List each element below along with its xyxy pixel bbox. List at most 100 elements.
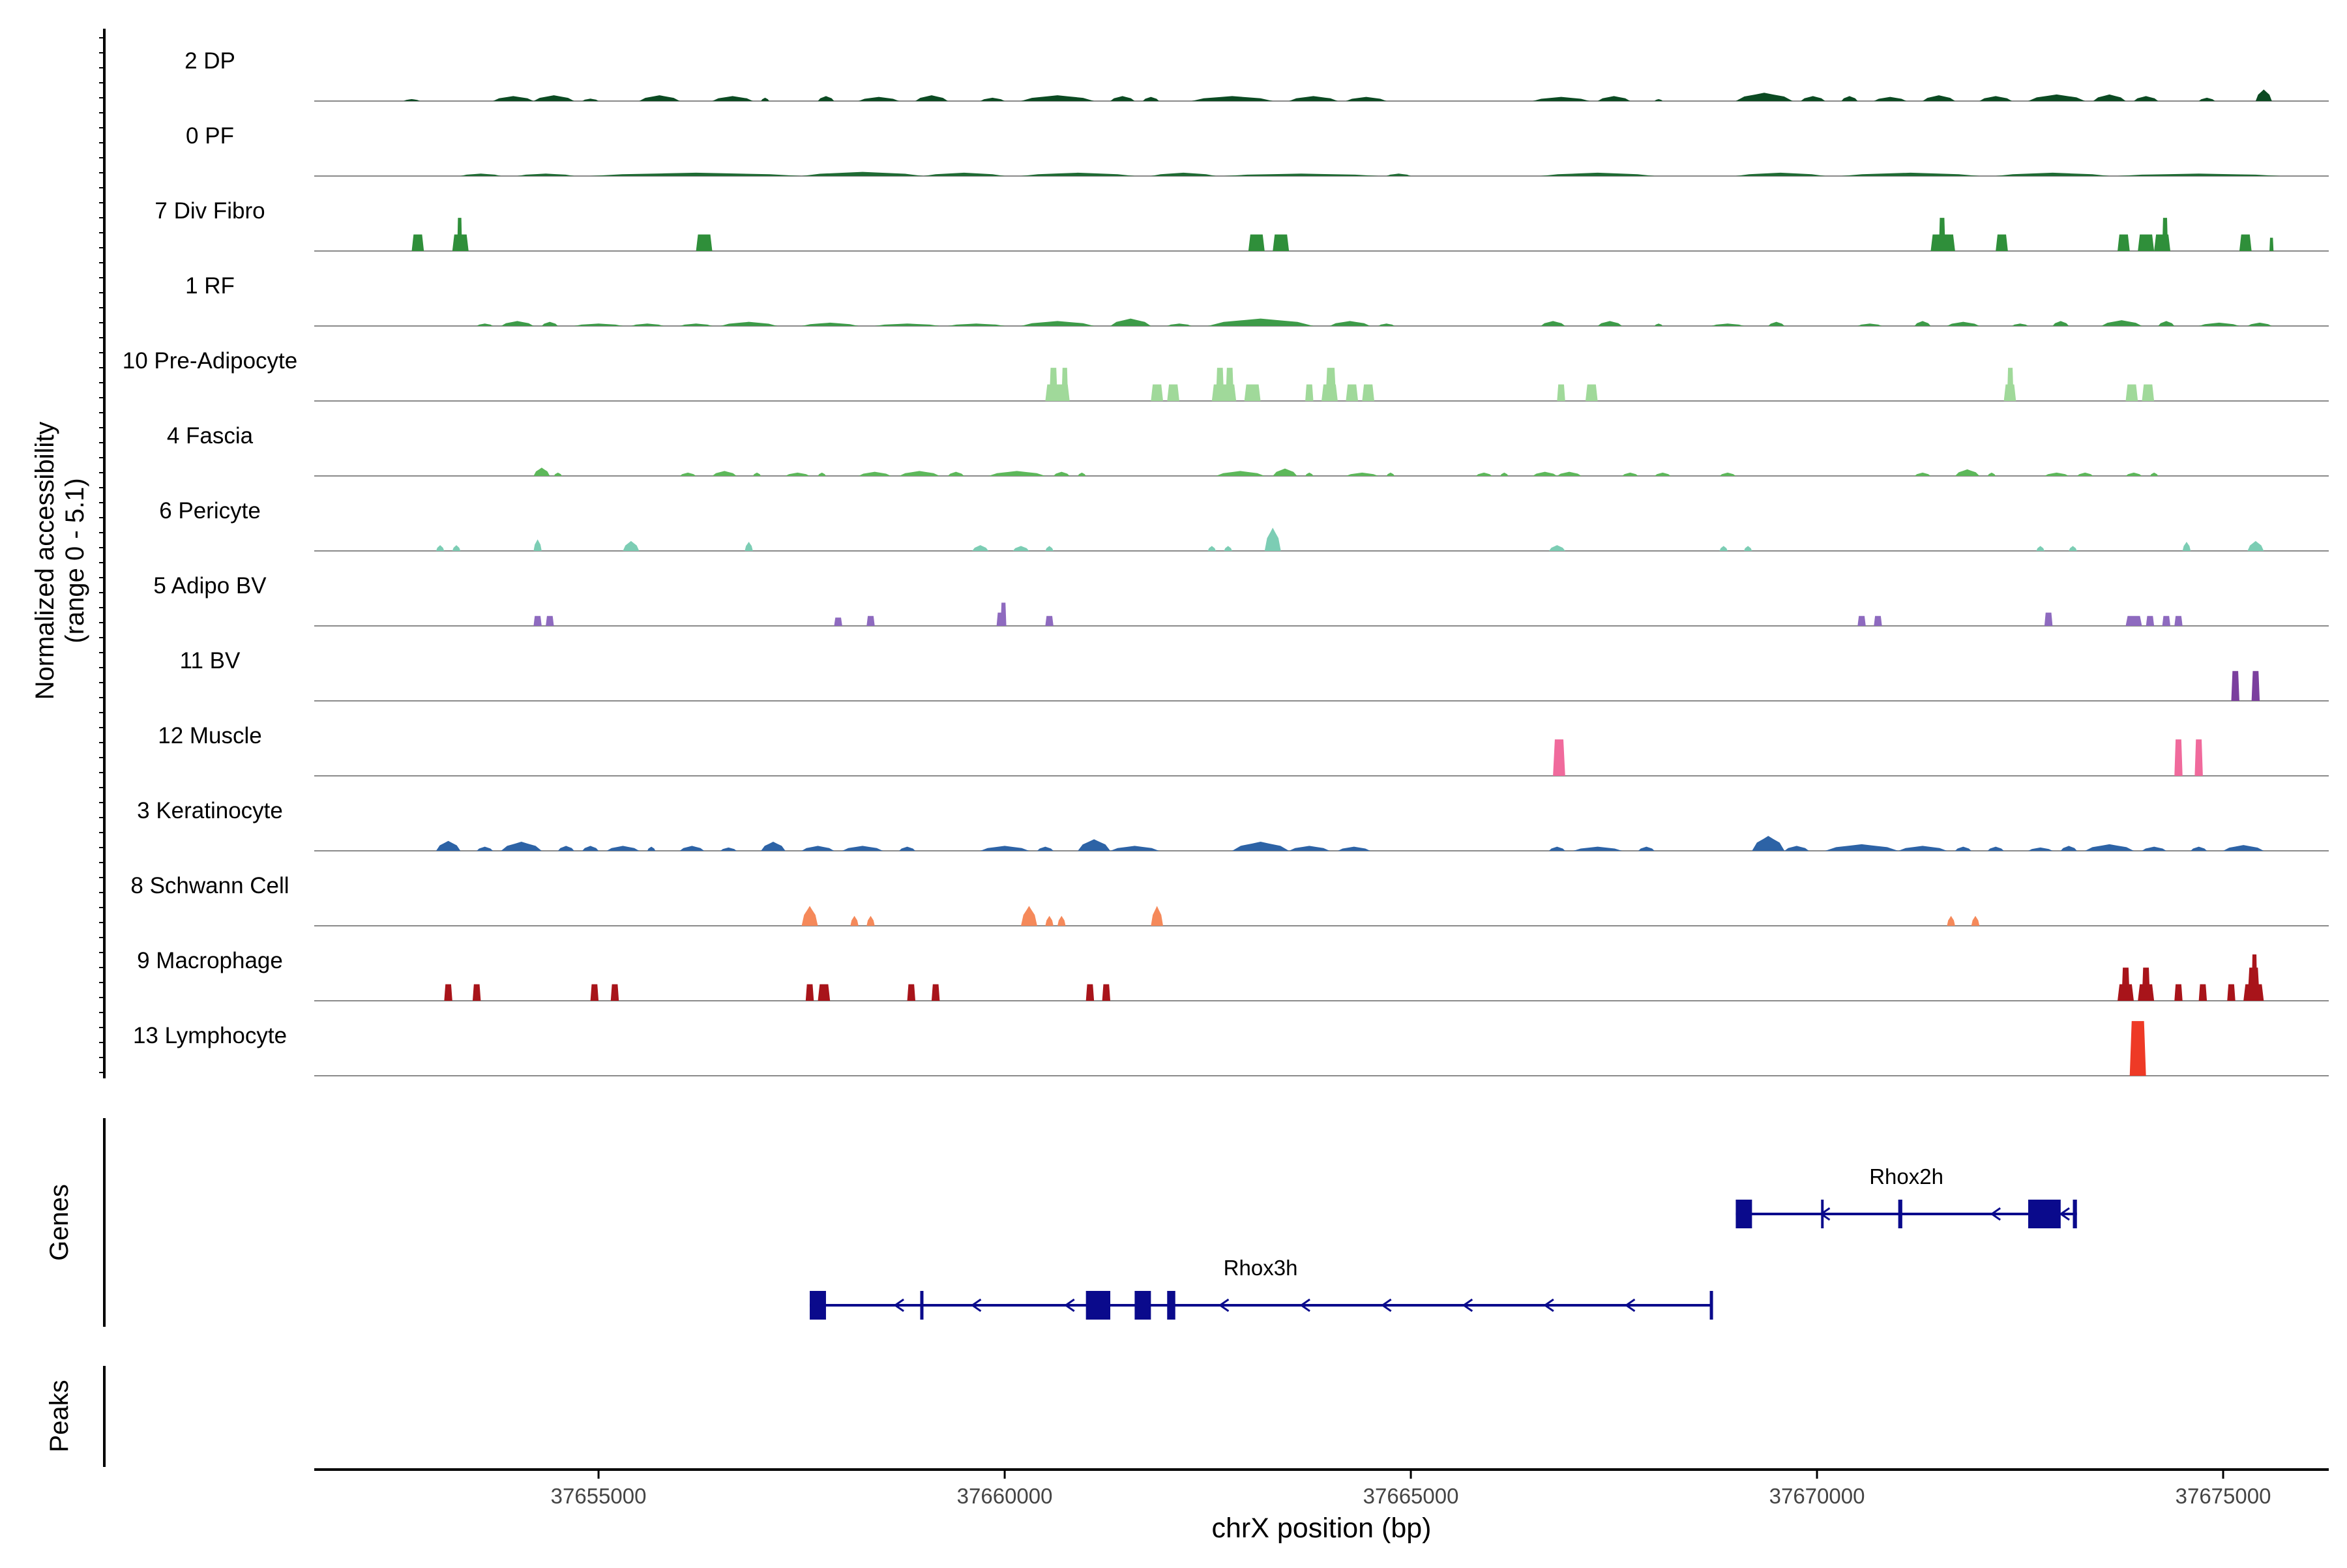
- coverage-peak: [1305, 472, 1314, 476]
- coverage-peak: [582, 846, 599, 851]
- coverage-peak: [1053, 471, 1070, 476]
- coverage-peak: [590, 172, 802, 176]
- gene-Rhox3h: Rhox3h: [810, 1256, 1713, 1320]
- coverage-peak: [931, 984, 940, 1001]
- coverage-peak: [1012, 546, 1029, 551]
- x-tick-label: 37670000: [1769, 1484, 1865, 1508]
- coverage-peak: [546, 615, 554, 626]
- coverage-peak: [1500, 472, 1509, 476]
- genes-label: Genes: [45, 1184, 74, 1261]
- coverage-peak: [1224, 546, 1232, 551]
- strand-arrow: [1819, 1207, 1831, 1221]
- coverage-peak: [2142, 968, 2150, 1001]
- coverage-peak: [2162, 218, 2168, 251]
- coverage-peak: [435, 840, 461, 851]
- coverage-peak: [1857, 615, 1866, 626]
- coverage-peak: [1532, 96, 1590, 101]
- track-14: 13 Lymphocyte: [133, 1021, 2329, 1076]
- coverage-peak: [1020, 906, 1037, 926]
- coverage-peak: [472, 984, 481, 1001]
- strand-arrow: [2059, 1207, 2070, 1221]
- coverage-peak: [606, 846, 640, 851]
- coverage-peak: [834, 617, 842, 626]
- coverage-peak: [1151, 384, 1164, 401]
- coverage-peak: [1987, 846, 2004, 851]
- coverage-peak: [947, 471, 964, 476]
- coverage-peak: [1289, 96, 1338, 101]
- strand-arrow: [1990, 1207, 2001, 1221]
- coverage-peak: [1020, 95, 1095, 101]
- coverage-peak: [858, 96, 900, 101]
- track-label: 5 Adipo BV: [153, 573, 267, 599]
- coverage-peak: [2118, 173, 2281, 176]
- strand-arrow: [1064, 1298, 1075, 1312]
- coverage-peak: [1216, 471, 1265, 476]
- coverage-peak: [2251, 954, 2258, 1001]
- coverage-peak: [1987, 472, 1996, 476]
- coverage-peak: [761, 842, 786, 851]
- coverage-peak: [501, 321, 534, 326]
- coverage-peak: [2198, 97, 2215, 101]
- coverage-peak: [477, 846, 494, 851]
- coverage-peak: [1346, 472, 1379, 476]
- track-12: 8 Schwann Cell: [130, 873, 2329, 926]
- coverage-peak: [639, 95, 680, 101]
- gene-exon: [1134, 1291, 1151, 1320]
- coverage-peak: [1719, 546, 1728, 551]
- coverage-peak: [1622, 472, 1638, 476]
- coverage-peak: [2069, 546, 2077, 551]
- coverage-peak: [899, 471, 940, 476]
- coverage-peak: [457, 218, 462, 251]
- coverage-peak: [1078, 472, 1086, 476]
- coverage-peak: [533, 467, 550, 476]
- track-label: 2 DP: [185, 48, 235, 74]
- coverage-peak: [630, 323, 664, 326]
- gene-exon: [920, 1291, 924, 1320]
- coverage-peak: [623, 540, 640, 551]
- x-axis-label: chrX position (bp): [1212, 1513, 1432, 1544]
- coverage-peak: [2146, 615, 2155, 626]
- coverage-peak: [1841, 96, 1858, 101]
- track-label: 12 Muscle: [158, 723, 262, 748]
- coverage-peak: [2158, 321, 2175, 326]
- track-5: 10 Pre-Adipocyte: [123, 348, 2329, 402]
- coverage-peak: [2231, 671, 2239, 701]
- coverage-peak: [1914, 321, 1931, 326]
- coverage-peak: [1110, 96, 1135, 101]
- coverage-peak: [818, 984, 831, 1001]
- coverage-peak: [1857, 323, 1882, 326]
- coverage-peak: [712, 471, 737, 476]
- coverage-peak: [610, 984, 619, 1001]
- gene-exon: [1735, 1200, 1752, 1228]
- strand-arrow: [970, 1298, 982, 1312]
- coverage-peak: [899, 846, 916, 851]
- coverage-peak: [1207, 546, 1217, 551]
- coverage-peak: [2239, 234, 2252, 251]
- track-label: 10 Pre-Adipocyte: [123, 348, 297, 374]
- coverage-peak: [554, 472, 563, 476]
- track-label: 8 Schwann Cell: [130, 873, 289, 898]
- coverage-peak: [801, 846, 834, 851]
- coverage-peak: [1711, 323, 1744, 326]
- coverage-peak: [2149, 472, 2159, 476]
- coverage-peak: [1996, 234, 2008, 251]
- accessibility-y-ticks: [99, 37, 104, 1073]
- coverage-peak: [1923, 95, 1955, 101]
- coverage-peak: [1475, 472, 1492, 476]
- coverage-peak: [1110, 846, 1159, 851]
- coverage-peak: [1532, 471, 1557, 476]
- strand-arrow: [1381, 1298, 1392, 1312]
- coverage-peak: [2174, 984, 2183, 1001]
- coverage-peak: [574, 323, 623, 326]
- coverage-peak: [2142, 846, 2166, 851]
- coverage-peak: [818, 96, 834, 101]
- track-7: 6 Pericyte: [159, 498, 2329, 552]
- coverage-peak: [805, 984, 814, 1001]
- coverage-peak: [1735, 172, 1825, 176]
- coverage-peak: [761, 97, 769, 101]
- coverage-peak: [1057, 915, 1066, 926]
- track-6: 4 Fascia: [167, 423, 2329, 477]
- coverage-peak: [404, 98, 420, 101]
